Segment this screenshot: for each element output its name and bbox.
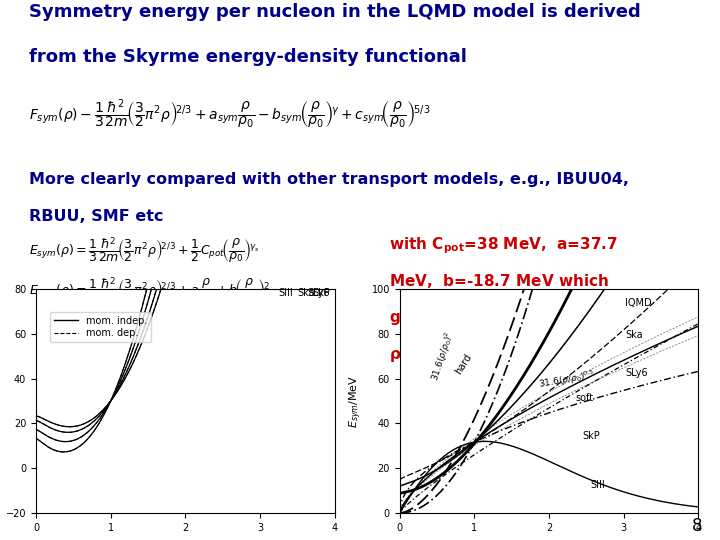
Text: $E_{sym}(\rho) = \dfrac{1}{3}\dfrac{\hbar^2}{2m}\!\left(\dfrac{3}{2}\pi^2\rho\ri: $E_{sym}(\rho) = \dfrac{1}{3}\dfrac{\hba…: [29, 275, 270, 306]
Text: SkP: SkP: [312, 288, 330, 298]
X-axis label: $\rho/\rho_0$: $\rho/\rho_0$: [172, 538, 199, 540]
Legend: mom. indep., mom. dep.: mom. indep., mom. dep.: [50, 312, 151, 342]
Text: soft: soft: [575, 393, 593, 403]
Text: Ska: Ska: [625, 330, 643, 340]
Text: MeV,  $\mathbf{b}$=-18.7 MeV which: MeV, $\mathbf{b}$=-18.7 MeV which: [389, 272, 609, 290]
Text: $E_{sym}(\rho) = \dfrac{1}{3}\dfrac{\hbar^2}{2m}\!\left(\dfrac{3}{2}\pi^2\rho\ri: $E_{sym}(\rho) = \dfrac{1}{3}\dfrac{\hba…: [29, 236, 260, 266]
Text: More clearly compared with other transport models, e.g., IBUU04,: More clearly compared with other transpo…: [29, 172, 629, 187]
Text: SLy6: SLy6: [625, 368, 648, 379]
Text: Symmetry energy per nucleon in the LQMD model is derived: Symmetry energy per nucleon in the LQMD …: [29, 3, 641, 21]
Text: hard: hard: [454, 352, 474, 376]
Text: Ska: Ska: [297, 288, 315, 298]
Text: $\mathbf{\rho=\rho_0}$=0.165: $\mathbf{\rho=\rho_0}$=0.165: [389, 345, 499, 364]
Text: SkP: SkP: [582, 431, 600, 441]
Text: 8: 8: [691, 517, 702, 535]
Text: gives the $\mathbf{E_{sym}}$=31.5 MeV at: gives the $\mathbf{E_{sym}}$=31.5 MeV at: [389, 308, 626, 329]
Text: $F_{sym}(\rho) - \dfrac{1}{3}\dfrac{\hbar^2}{2m}\!\left(\dfrac{3}{2}\pi^2\rho\ri: $F_{sym}(\rho) - \dfrac{1}{3}\dfrac{\hba…: [29, 97, 430, 131]
Y-axis label: $E_{sym}$/MeV: $E_{sym}$/MeV: [347, 374, 364, 428]
Text: with $\mathbf{C_{pot}}$=38 MeV,  a=37.7: with $\mathbf{C_{pot}}$=38 MeV, a=37.7: [389, 236, 618, 256]
Text: from the Skyrme energy-density functional: from the Skyrme energy-density functiona…: [29, 49, 467, 66]
Text: SIII: SIII: [279, 288, 294, 298]
Text: $31.6(\rho/\rho_0)^{0.5}$: $31.6(\rho/\rho_0)^{0.5}$: [538, 367, 597, 392]
Text: $31.6(\rho/\rho_0)^2$: $31.6(\rho/\rho_0)^2$: [428, 329, 457, 382]
Text: IQMD: IQMD: [625, 298, 652, 308]
X-axis label: $\rho/\rho_0$: $\rho/\rho_0$: [536, 538, 562, 540]
Text: SIII: SIII: [590, 481, 605, 490]
Text: RBUU, SMF etc: RBUU, SMF etc: [29, 208, 163, 224]
Text: SLy6: SLy6: [307, 288, 330, 298]
